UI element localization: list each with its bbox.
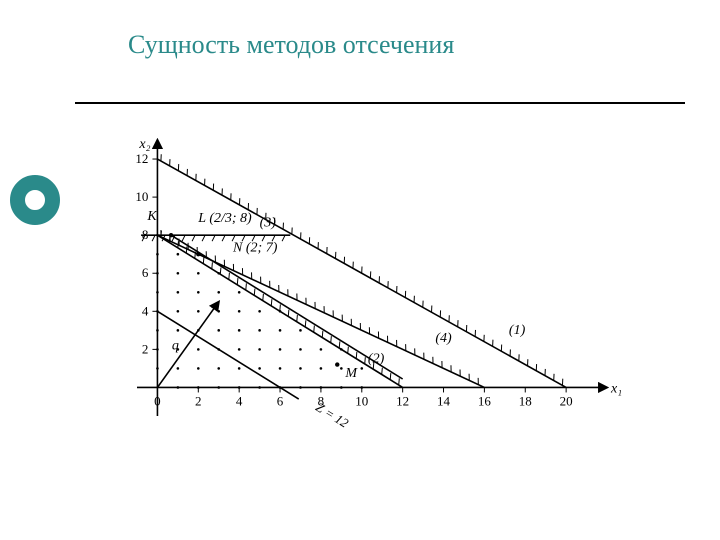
svg-text:2: 2 xyxy=(142,341,149,356)
svg-text:N (2; 7): N (2; 7) xyxy=(232,240,278,255)
svg-text:16: 16 xyxy=(478,393,492,408)
svg-text:K: K xyxy=(146,209,157,224)
svg-text:(3): (3) xyxy=(260,216,277,231)
axes: 0 2 4 6 8 10 12 14 16 18 20 2 4 6 8 10 12 x₁ x₂ xyxy=(135,137,622,416)
svg-text:4: 4 xyxy=(236,393,243,408)
svg-text:10: 10 xyxy=(135,189,148,204)
bullet-ring-icon xyxy=(10,175,60,225)
plot-svg: (1)(4)(2)(3)KZ = 12q⃗L (2/3; 8)N (2; 7)M… xyxy=(95,130,625,450)
svg-text:(4): (4) xyxy=(435,331,452,346)
svg-text:(1): (1) xyxy=(509,323,526,338)
cutting-plane-plot: (1)(4)(2)(3)KZ = 12q⃗L (2/3; 8)N (2; 7)M… xyxy=(95,130,625,450)
svg-text:6: 6 xyxy=(277,393,284,408)
svg-text:M: M xyxy=(344,366,358,381)
svg-text:8: 8 xyxy=(142,227,149,242)
svg-text:10: 10 xyxy=(355,393,368,408)
point-l: L (2/3; 8) xyxy=(169,211,252,238)
title-underline xyxy=(75,102,685,104)
svg-text:8: 8 xyxy=(318,393,325,408)
svg-text:14: 14 xyxy=(437,393,451,408)
svg-text:18: 18 xyxy=(519,393,532,408)
svg-text:2: 2 xyxy=(195,393,202,408)
point-n: N (2; 7) xyxy=(196,240,278,256)
svg-text:12: 12 xyxy=(396,393,409,408)
slide-title: Сущность методов отсечения xyxy=(128,30,454,60)
svg-text:x₂: x₂ xyxy=(138,137,150,152)
constraint-line-4: (4) xyxy=(157,230,484,387)
constraint-line-1: (1) xyxy=(157,154,566,387)
svg-text:L (2/3; 8): L (2/3; 8) xyxy=(197,211,252,226)
svg-text:12: 12 xyxy=(135,151,148,166)
constraint-line-2: (2) xyxy=(157,231,402,388)
svg-text:4: 4 xyxy=(142,303,149,318)
svg-text:x₁: x₁ xyxy=(610,381,622,396)
svg-text:0: 0 xyxy=(154,393,161,408)
svg-text:6: 6 xyxy=(142,265,149,280)
svg-text:q⃗: q⃗ xyxy=(172,338,190,353)
gradient-vector: q⃗ xyxy=(157,302,218,388)
point-m: M xyxy=(335,362,358,381)
svg-text:20: 20 xyxy=(560,393,573,408)
